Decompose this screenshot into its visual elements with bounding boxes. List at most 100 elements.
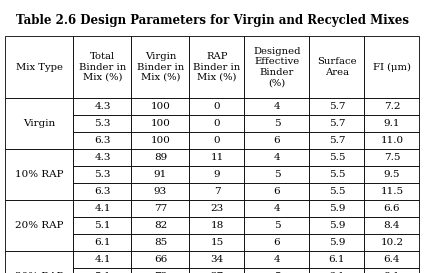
Bar [309,183,365,200]
Bar [74,200,131,217]
Text: 6.6: 6.6 [384,204,400,213]
Bar [244,98,309,115]
Text: 11.0: 11.0 [380,136,404,145]
Bar [365,234,419,251]
Text: 91: 91 [154,170,167,179]
Bar [74,98,131,115]
Bar [309,36,365,98]
Bar [365,115,419,132]
Bar [190,217,244,234]
Bar [365,149,419,166]
Text: 34: 34 [210,255,224,264]
Text: 100: 100 [150,136,170,145]
Text: 5: 5 [274,272,280,273]
Text: 5.5: 5.5 [329,187,345,196]
Text: 27: 27 [210,272,224,273]
Text: 4.1: 4.1 [94,204,111,213]
Bar [365,217,419,234]
Bar [365,132,419,149]
Bar [74,268,131,273]
Text: Surface
Area: Surface Area [317,57,357,77]
Bar [244,251,309,268]
Bar [309,166,365,183]
Text: 6: 6 [274,238,280,247]
Bar [365,36,419,98]
Text: 82: 82 [154,221,167,230]
Text: 5.5: 5.5 [329,153,345,162]
Text: 73: 73 [154,272,167,273]
Text: 10.2: 10.2 [380,238,404,247]
Text: 20% RAP: 20% RAP [15,221,64,230]
Bar [6,251,74,273]
Bar [244,183,309,200]
Text: 5.1: 5.1 [94,272,111,273]
Text: 100: 100 [150,119,170,128]
Bar [190,166,244,183]
Bar [244,36,309,98]
Bar [365,200,419,217]
Bar [74,36,131,98]
Text: FI (μm): FI (μm) [373,63,411,72]
Text: 5.7: 5.7 [329,102,345,111]
Bar [244,200,309,217]
Bar [190,115,244,132]
Bar [74,234,131,251]
Bar [365,166,419,183]
Bar [244,166,309,183]
Bar [190,268,244,273]
Bar [131,268,190,273]
Text: 4: 4 [274,102,280,111]
Bar [190,132,244,149]
Bar [6,149,74,200]
Bar [74,251,131,268]
Bar [6,98,74,149]
Text: 7.2: 7.2 [384,102,400,111]
Text: 4: 4 [274,204,280,213]
Bar [131,183,190,200]
Bar [190,200,244,217]
Text: 10% RAP: 10% RAP [15,170,64,179]
Text: 6.3: 6.3 [94,136,111,145]
Text: 5.7: 5.7 [329,136,345,145]
Text: 4: 4 [274,255,280,264]
Text: 11: 11 [210,153,224,162]
Text: Virgin
Binder in
Mix (%): Virgin Binder in Mix (%) [137,52,184,82]
Bar [74,132,131,149]
Bar [6,36,74,98]
Bar [309,234,365,251]
Bar [74,183,131,200]
Text: 8.1: 8.1 [384,272,400,273]
Bar [365,98,419,115]
Bar [244,149,309,166]
Bar [365,268,419,273]
Text: 6.1: 6.1 [329,272,345,273]
Bar [131,36,190,98]
Bar [244,115,309,132]
Text: 5.5: 5.5 [329,170,345,179]
Bar [131,200,190,217]
Text: 9: 9 [214,170,220,179]
Bar [309,200,365,217]
Text: 5.7: 5.7 [329,119,345,128]
Bar [190,98,244,115]
Text: 7.5: 7.5 [384,153,400,162]
Text: 11.5: 11.5 [380,187,404,196]
Bar [309,268,365,273]
Bar [190,149,244,166]
Bar [244,217,309,234]
Text: 6.3: 6.3 [94,187,111,196]
Bar [131,166,190,183]
Text: 5: 5 [274,221,280,230]
Bar [131,115,190,132]
Text: 93: 93 [154,187,167,196]
Bar [131,98,190,115]
Bar [74,115,131,132]
Text: Total
Binder in
Mix (%): Total Binder in Mix (%) [79,52,126,82]
Text: Mix Type: Mix Type [16,63,63,72]
Text: 8.4: 8.4 [384,221,400,230]
Bar [309,115,365,132]
Text: Designed
Effective
Binder
(%): Designed Effective Binder (%) [253,47,301,87]
Text: 4.1: 4.1 [94,255,111,264]
Bar [365,251,419,268]
Text: 30% RAP: 30% RAP [15,272,64,273]
